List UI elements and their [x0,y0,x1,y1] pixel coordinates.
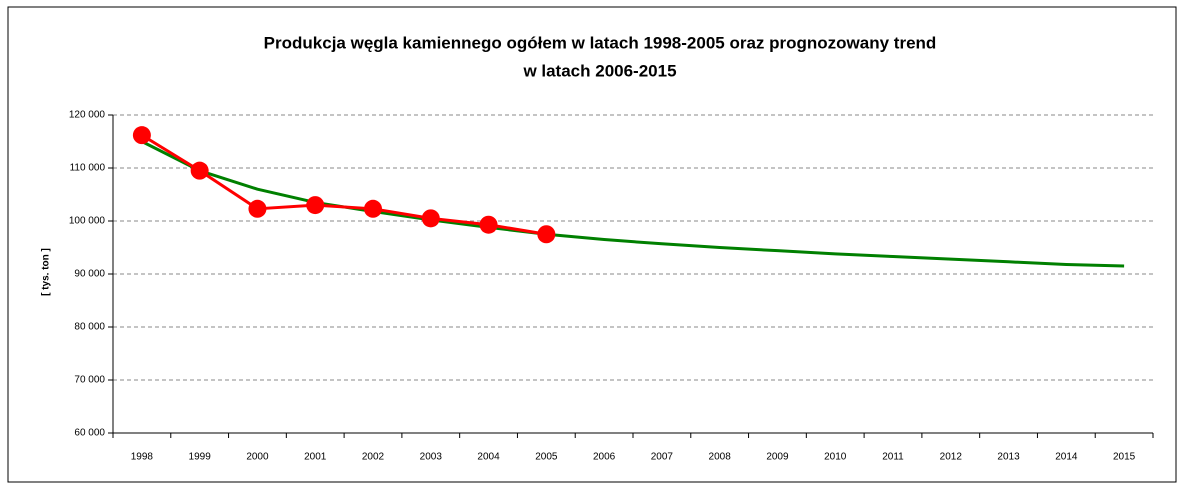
y-tick-label: 60 000 [74,428,105,439]
x-tick-label: 2008 [709,452,732,463]
data-point [537,225,556,244]
x-tick-label: 2005 [535,452,558,463]
x-tick-label: 2007 [651,452,674,463]
x-tick-label: 2004 [477,452,500,463]
x-tick-label: 2000 [246,452,269,463]
x-tick-label: 1998 [131,452,154,463]
data-point [190,161,209,180]
x-tick-label: 2013 [997,452,1020,463]
data-point [248,199,267,218]
chart-title: w latach 2006-2015 [522,61,676,80]
data-point [132,126,151,145]
y-axis-label: [ tys. ton ] [41,248,52,296]
x-tick-label: 2009 [766,452,789,463]
data-point [421,209,440,228]
x-tick-label: 2011 [882,452,904,463]
y-tick-label: 90 000 [74,269,105,280]
x-tick-label: 2012 [940,452,963,463]
data-point [306,196,325,215]
y-tick-label: 70 000 [74,375,105,386]
data-point [479,215,498,234]
y-tick-label: 100 000 [69,216,106,227]
x-tick-label: 1999 [189,452,212,463]
x-tick-label: 2006 [593,452,616,463]
chart-frame [7,6,1177,483]
series-line [141,140,1125,268]
y-tick-label: 120 000 [69,110,106,121]
x-tick-label: 2003 [420,452,443,463]
x-tick-label: 2010 [824,452,847,463]
y-tick-label: 80 000 [74,322,105,333]
x-tick-label: 2002 [362,452,385,463]
x-tick-label: 2014 [1055,452,1078,463]
series-line [141,133,547,236]
x-tick-label: 2001 [304,452,327,463]
data-point [364,199,382,218]
chart-title: Produkcja węgla kamiennego ogółem w lata… [264,33,937,52]
x-tick-label: 2015 [1113,452,1136,463]
y-tick-label: 110 000 [70,163,106,174]
